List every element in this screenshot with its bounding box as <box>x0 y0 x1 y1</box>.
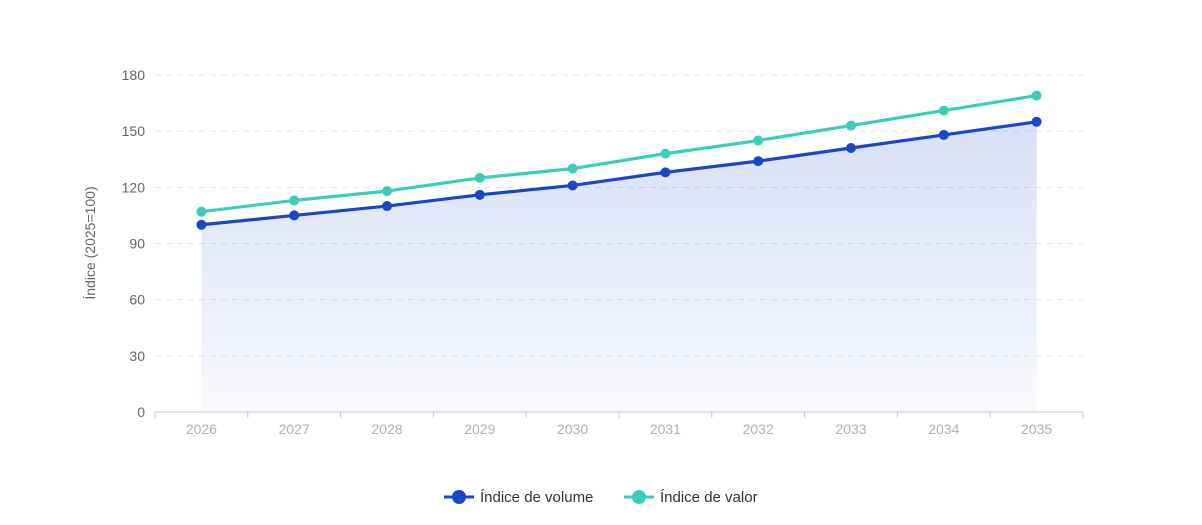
data-point[interactable] <box>196 219 207 230</box>
x-tick-label: 2028 <box>371 421 402 437</box>
legend-label: Índice de volume <box>480 489 593 506</box>
data-point[interactable] <box>753 135 764 146</box>
data-point[interactable] <box>289 195 300 206</box>
y-tick-label: 0 <box>137 404 145 420</box>
legend-item[interactable]: Índice de volume <box>444 489 593 506</box>
axes: 0 30 60 90 120 150 180 2026 2027 2028 2029 2030 2031… <box>122 67 1084 437</box>
y-tick-label: 60 <box>129 292 145 308</box>
legend-swatch-dot <box>452 490 466 504</box>
data-point[interactable] <box>660 148 671 159</box>
x-tick-label: 2034 <box>928 421 959 437</box>
legend[interactable]: Índice de volume Índice de valor <box>444 489 758 506</box>
data-point[interactable] <box>567 163 578 174</box>
data-point[interactable] <box>846 120 856 131</box>
data-point[interactable] <box>474 189 485 200</box>
legend-label: Índice de valor <box>660 489 758 506</box>
legend-swatch-dot <box>632 490 646 504</box>
x-tick-label: 2026 <box>186 421 217 437</box>
data-point[interactable] <box>474 172 485 183</box>
data-point[interactable] <box>938 129 949 140</box>
series-points <box>196 90 1042 230</box>
data-point[interactable] <box>196 206 207 217</box>
data-point[interactable] <box>382 186 392 197</box>
area-layer <box>201 121 1037 413</box>
data-point[interactable] <box>1031 90 1042 101</box>
series-area <box>201 121 1037 413</box>
data-point[interactable] <box>660 167 671 178</box>
data-point[interactable] <box>382 201 392 212</box>
data-point[interactable] <box>846 143 856 154</box>
x-tick-label: 2030 <box>557 421 588 437</box>
y-tick-label: 90 <box>129 236 145 252</box>
legend-item[interactable]: Índice de valor <box>624 489 758 506</box>
series-line-0 <box>199 120 1039 227</box>
series-line-1 <box>199 93 1039 214</box>
series-lines <box>199 93 1039 227</box>
y-axis-title: Índice (2025=100) <box>82 186 98 299</box>
data-point[interactable] <box>938 105 949 116</box>
x-tick-label: 2031 <box>650 421 681 437</box>
data-point[interactable] <box>567 180 578 191</box>
x-tick-label: 2035 <box>1021 421 1052 437</box>
data-point[interactable] <box>289 210 300 221</box>
y-tick-label: 30 <box>129 348 145 364</box>
y-tick-label: 180 <box>122 67 146 83</box>
y-tick-label: 150 <box>122 123 146 139</box>
x-tick-label: 2033 <box>835 421 866 437</box>
data-point[interactable] <box>1031 116 1042 127</box>
x-tick-label: 2029 <box>464 421 495 437</box>
data-point[interactable] <box>753 156 764 167</box>
y-tick-label: 120 <box>122 179 146 195</box>
x-tick-label: 2027 <box>279 421 310 437</box>
x-tick-label: 2032 <box>743 421 774 437</box>
